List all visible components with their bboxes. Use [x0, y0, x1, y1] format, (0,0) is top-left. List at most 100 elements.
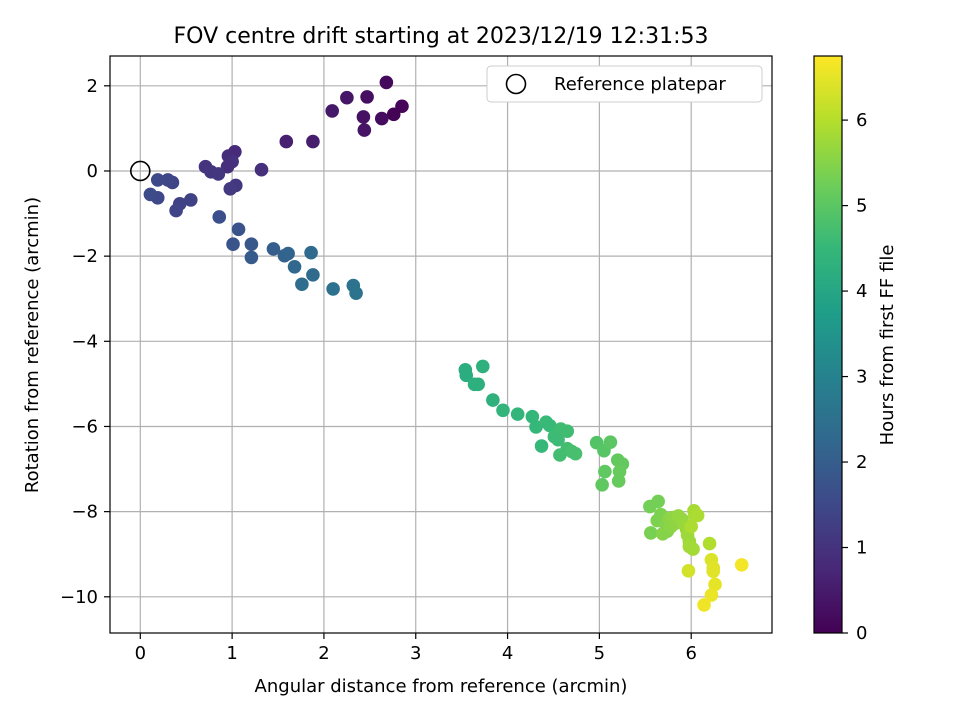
- scatter-point: [266, 242, 281, 256]
- scatter-point: [704, 588, 719, 602]
- scatter-point: [681, 564, 696, 578]
- y-tick-label: 0: [87, 161, 98, 182]
- scatter-point: [684, 519, 699, 534]
- colorbar: 0 1 2 3 4 5 6 Hours from first FF file: [813, 55, 898, 644]
- scatter-point: [486, 393, 500, 407]
- chart-title: FOV centre drift starting at 2023/12/19 …: [174, 24, 709, 49]
- scatter-points: [143, 75, 749, 612]
- scatter-point: [525, 409, 540, 424]
- plot-background: [110, 56, 772, 633]
- colorbar-tick-label: 3: [856, 367, 867, 388]
- y-axis-label: Rotation from reference (arcmin): [22, 197, 43, 493]
- x-tick-label: 2: [318, 643, 329, 664]
- scatter-point: [611, 474, 626, 488]
- scatter-point: [374, 111, 389, 126]
- legend-label-reference-platepar: Reference platepar: [554, 74, 726, 95]
- scatter-point: [211, 167, 226, 181]
- x-axis-label: Angular distance from reference (arcmin): [255, 676, 628, 697]
- reference-platepar-marker: [129, 160, 151, 182]
- scatter-point: [231, 222, 246, 237]
- colorbar-tick-label: 1: [856, 538, 867, 559]
- legend-marker-reference-platepar: [505, 73, 527, 95]
- x-tick-label: 1: [226, 643, 237, 664]
- scatter-point: [161, 173, 175, 187]
- colorbar-ticks: 0 1 2 3 4 5 6: [842, 110, 867, 644]
- x-tick-label: 4: [502, 643, 513, 664]
- scatter-point: [279, 134, 294, 149]
- y-tick-label: −10: [60, 587, 98, 608]
- scatter-point: [169, 203, 183, 218]
- scatter-point: [220, 159, 235, 174]
- scatter-point: [686, 542, 700, 556]
- scatter-point: [183, 193, 198, 207]
- scatter-point: [534, 439, 549, 453]
- x-tick-label: 5: [594, 643, 605, 664]
- colorbar-label: Hours from first FF file: [877, 245, 898, 446]
- scatter-point: [598, 464, 612, 479]
- scatter-point: [386, 107, 401, 122]
- x-tick-label: 6: [685, 643, 696, 664]
- scatter-point: [529, 420, 543, 434]
- x-tick-label: 3: [410, 643, 421, 664]
- colorbar-tick-label: 6: [856, 110, 867, 131]
- scatter-point: [143, 187, 158, 202]
- scatter-point: [340, 90, 354, 105]
- colorbar-tick-label: 5: [856, 196, 867, 217]
- scatter-point: [708, 577, 722, 592]
- scatter-point: [306, 268, 320, 282]
- scatter-point: [360, 90, 374, 104]
- y-tick-label: −2: [71, 246, 98, 267]
- colorbar-gradient: [814, 56, 842, 633]
- scatter-point: [244, 250, 259, 265]
- scatter-point: [150, 173, 165, 187]
- scatter-point: [603, 435, 618, 450]
- scatter-point: [349, 286, 363, 300]
- y-tick-label: −6: [71, 416, 98, 437]
- scatter-point: [379, 75, 394, 90]
- scatter-point: [281, 246, 295, 261]
- colorbar-tick-label: 4: [856, 281, 867, 302]
- scatter-point: [475, 359, 490, 374]
- scatter-point: [357, 123, 372, 137]
- scatter-point: [325, 104, 339, 118]
- scatter-point: [543, 418, 557, 433]
- x-tick-label: 0: [135, 643, 146, 664]
- scatter-point: [496, 403, 510, 418]
- scatter-point: [212, 210, 227, 224]
- scatter-point: [356, 110, 371, 124]
- scatter-point: [702, 536, 717, 551]
- scatter-point: [326, 282, 340, 296]
- plot-frame: [109, 55, 773, 634]
- scatter-point: [459, 368, 474, 383]
- scatter-point: [244, 237, 259, 252]
- scatter-point: [551, 432, 565, 447]
- x-axis-ticks: 0 1 2 3 4 5 6: [135, 633, 697, 664]
- scatter-point: [568, 446, 583, 461]
- colorbar-tick-label: 0: [856, 623, 867, 644]
- scatter-point: [644, 526, 658, 540]
- scatter-point: [690, 508, 705, 523]
- scatter-point: [295, 277, 309, 292]
- scatter-point: [223, 182, 238, 196]
- scatter-point: [226, 237, 240, 252]
- legend-box: [486, 65, 763, 103]
- scatter-point: [706, 564, 721, 579]
- scatter-point: [595, 478, 609, 492]
- colorbar-frame: [813, 55, 843, 634]
- y-tick-label: −8: [71, 502, 98, 523]
- scatter-point: [651, 494, 665, 509]
- y-tick-label: 2: [87, 76, 98, 97]
- scatter-point: [287, 259, 302, 274]
- scatter-point: [697, 598, 711, 612]
- colorbar-tick-label: 2: [856, 452, 867, 473]
- scatter-point: [471, 377, 485, 392]
- scatter-point: [734, 558, 749, 572]
- scatter-point: [254, 162, 269, 177]
- scatter-point: [510, 407, 525, 421]
- scatter-point: [304, 245, 318, 260]
- y-tick-label: −4: [71, 331, 98, 352]
- scatter-point: [560, 424, 575, 438]
- scatter-point: [306, 134, 320, 149]
- legend: Reference platepar: [486, 65, 763, 103]
